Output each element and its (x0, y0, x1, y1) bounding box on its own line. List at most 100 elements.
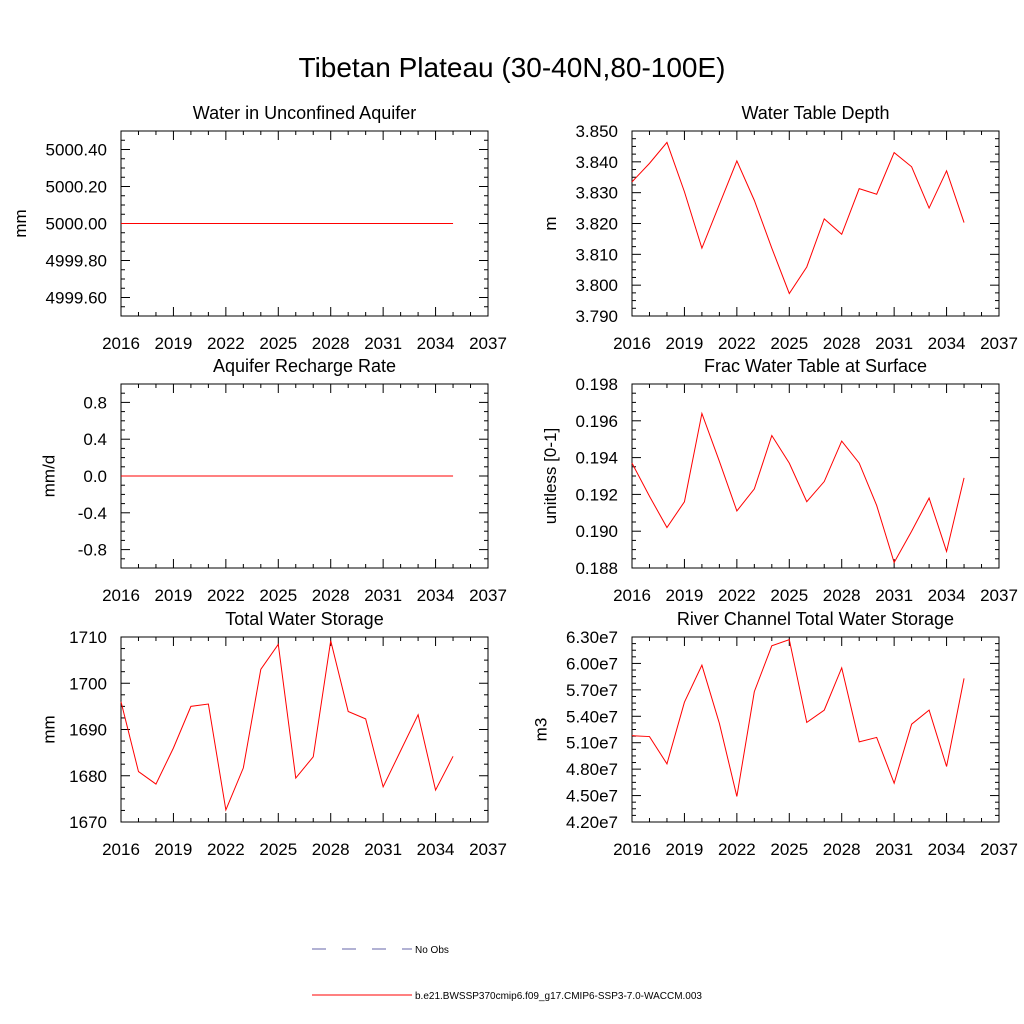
x-tick-label: 2022 (718, 586, 756, 605)
x-tick-label: 2016 (102, 334, 140, 353)
x-tick-label: 2025 (259, 840, 297, 859)
x-tick-label: 2028 (312, 586, 350, 605)
x-tick-label: 2025 (259, 334, 297, 353)
x-tick-label: 2034 (417, 840, 455, 859)
x-tick-label: 2037 (469, 586, 507, 605)
x-tick-label: 2025 (770, 840, 808, 859)
x-tick-label: 2028 (312, 334, 350, 353)
page-title: Tibetan Plateau (30-40N,80-100E) (298, 52, 726, 83)
series-line (631, 638, 965, 797)
x-tick-label: 2019 (155, 840, 193, 859)
x-tick-label: 2037 (980, 586, 1018, 605)
x-tick-label: 2037 (469, 840, 507, 859)
y-axis-label: mm (40, 715, 59, 743)
y-tick-label: 4999.80 (46, 252, 107, 271)
x-tick-label: 2022 (718, 334, 756, 353)
series-line (631, 141, 965, 295)
x-tick-label: 2022 (207, 586, 245, 605)
y-tick-label: 3.840 (575, 153, 618, 172)
x-tick-label: 2037 (980, 840, 1018, 859)
y-tick-label: 4.80e7 (566, 760, 618, 779)
x-tick-label: 2022 (718, 840, 756, 859)
x-tick-label: 2028 (312, 840, 350, 859)
legend-obs-label: No Obs (415, 945, 449, 956)
y-tick-label: 0.196 (575, 412, 618, 431)
x-tick-label: 2016 (613, 334, 651, 353)
y-axis-label: mm (11, 209, 30, 237)
x-tick-label: 2028 (823, 586, 861, 605)
y-tick-label: 0.0 (83, 467, 107, 486)
panel-title: Water Table Depth (741, 103, 889, 123)
x-tick-label: 2019 (666, 840, 704, 859)
y-axis-label: mm/d (40, 455, 59, 498)
panel-title: Total Water Storage (225, 609, 383, 629)
y-tick-label: 3.800 (575, 276, 618, 295)
plot-frame (631, 130, 1000, 317)
y-tick-label: -0.8 (78, 541, 107, 560)
y-tick-label: 6.00e7 (566, 654, 618, 673)
x-tick-label: 2031 (364, 840, 402, 859)
y-tick-label: 6.30e7 (566, 628, 618, 647)
y-tick-label: 5.10e7 (566, 734, 618, 753)
y-tick-label: 5.70e7 (566, 681, 618, 700)
y-axis-label: unitless [0-1] (541, 428, 560, 524)
y-tick-label: 0.198 (575, 375, 618, 394)
x-tick-label: 2019 (155, 586, 193, 605)
y-tick-label: 3.790 (575, 307, 618, 326)
y-tick-label: 1670 (69, 813, 107, 832)
series-line (631, 411, 965, 564)
y-tick-label: 1700 (69, 674, 107, 693)
x-tick-label: 2016 (613, 840, 651, 859)
y-tick-label: 3.810 (575, 245, 618, 264)
y-tick-label: 3.850 (575, 122, 618, 141)
x-tick-label: 2025 (770, 334, 808, 353)
x-tick-label: 2016 (613, 586, 651, 605)
x-tick-label: 2022 (207, 334, 245, 353)
x-tick-label: 2034 (928, 334, 966, 353)
panel-title: Aquifer Recharge Rate (213, 356, 396, 376)
x-tick-label: 2016 (102, 586, 140, 605)
x-tick-label: 2022 (207, 840, 245, 859)
y-tick-label: 4.20e7 (566, 813, 618, 832)
x-tick-label: 2019 (666, 586, 704, 605)
x-tick-label: 2031 (875, 586, 913, 605)
x-tick-label: 2034 (928, 586, 966, 605)
plot-frame (120, 636, 489, 823)
y-tick-label: 5000.40 (46, 141, 107, 160)
y-tick-label: 0.8 (83, 393, 107, 412)
y-tick-label: 5.40e7 (566, 707, 618, 726)
y-axis-label: m (541, 216, 560, 230)
x-tick-label: 2034 (928, 840, 966, 859)
y-tick-label: 0.4 (83, 430, 107, 449)
y-tick-label: -0.4 (78, 504, 107, 523)
x-tick-label: 2019 (666, 334, 704, 353)
y-tick-label: 5000.20 (46, 178, 107, 197)
x-tick-label: 2031 (364, 334, 402, 353)
x-tick-label: 2025 (259, 586, 297, 605)
x-tick-label: 2034 (417, 586, 455, 605)
y-tick-label: 4999.60 (46, 289, 107, 308)
series-line (120, 640, 454, 812)
y-tick-label: 3.820 (575, 215, 618, 234)
x-tick-label: 2031 (364, 586, 402, 605)
y-tick-label: 0.188 (575, 559, 618, 578)
x-tick-label: 2028 (823, 334, 861, 353)
x-tick-label: 2016 (102, 840, 140, 859)
panel-title: Frac Water Table at Surface (704, 356, 927, 376)
plot-frame (631, 636, 1000, 823)
x-tick-label: 2028 (823, 840, 861, 859)
y-tick-label: 0.192 (575, 485, 618, 504)
plot-frame (631, 383, 1000, 569)
x-tick-label: 2034 (417, 334, 455, 353)
y-tick-label: 1680 (69, 767, 107, 786)
y-tick-label: 3.830 (575, 184, 618, 203)
x-tick-label: 2037 (469, 334, 507, 353)
x-tick-label: 2037 (980, 334, 1018, 353)
y-tick-label: 0.190 (575, 522, 618, 541)
x-tick-label: 2019 (155, 334, 193, 353)
y-tick-label: 0.194 (575, 449, 618, 468)
y-tick-label: 1710 (69, 628, 107, 647)
x-tick-label: 2025 (770, 586, 808, 605)
x-tick-label: 2031 (875, 840, 913, 859)
